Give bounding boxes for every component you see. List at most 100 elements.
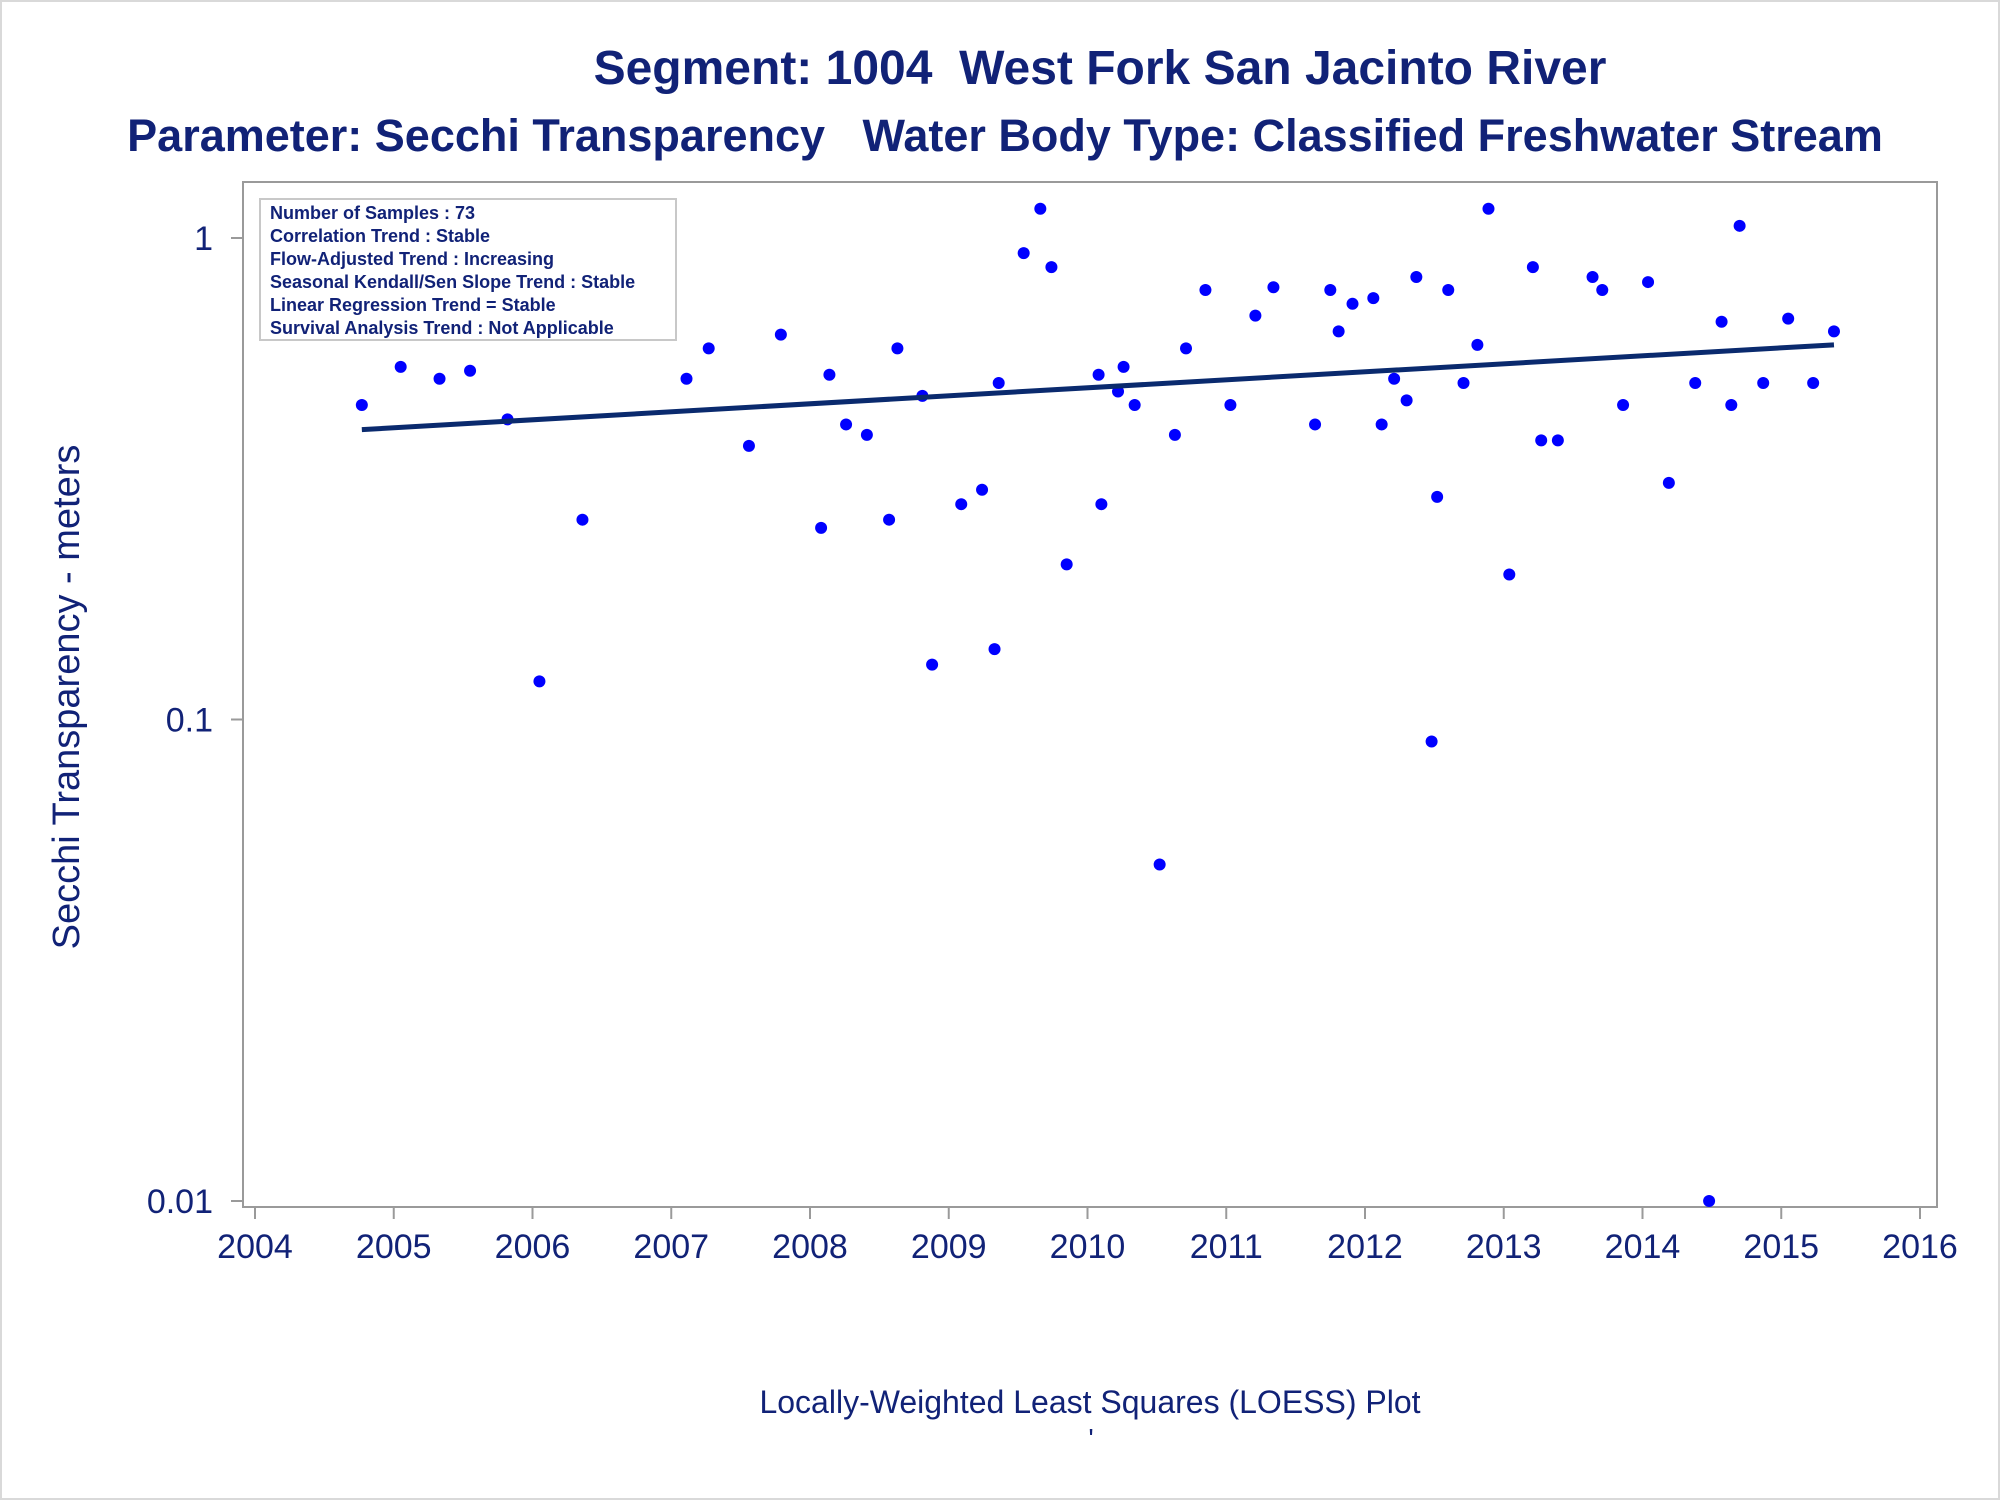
data-point: [1471, 338, 1484, 351]
x-tick-label: 2006: [495, 1228, 571, 1266]
data-point: [1442, 283, 1455, 296]
stats-legend-line: Number of Samples : 73: [270, 203, 475, 223]
data-point: [1249, 309, 1262, 322]
data-point: [1045, 261, 1058, 274]
footnote-mark: ': [1088, 1423, 1093, 1454]
data-point: [860, 428, 873, 441]
data-point: [815, 521, 828, 534]
data-point: [394, 360, 407, 373]
data-point: [1827, 325, 1840, 338]
plot-area: [242, 181, 1938, 1208]
data-point: [976, 483, 989, 496]
data-point: [1309, 418, 1322, 431]
stats-legend-line: Seasonal Kendall/Sen Slope Trend : Stabl…: [270, 272, 635, 292]
data-point: [1095, 498, 1108, 511]
data-point: [926, 658, 939, 671]
x-tick-label: 2010: [1050, 1228, 1126, 1266]
data-point: [1715, 315, 1728, 328]
x-tick-label: 2013: [1466, 1228, 1542, 1266]
x-tick-label: 2016: [1882, 1228, 1958, 1266]
data-point: [891, 342, 904, 355]
x-tick-label: 2012: [1327, 1228, 1403, 1266]
data-point: [1642, 276, 1655, 289]
stats-legend-line: Flow-Adjusted Trend : Increasing: [270, 249, 554, 269]
loess-trend-line: [361, 342, 1835, 433]
x-tick-label: 2007: [633, 1228, 709, 1266]
data-point: [1060, 558, 1073, 571]
chart-title: Segment: 1004 West Fork San Jacinto Rive…: [594, 42, 1607, 95]
y-axis: 1 0.1 0.01: [147, 220, 243, 1221]
data-point: [1267, 281, 1280, 294]
data-point: [1180, 342, 1193, 355]
data-point: [1324, 283, 1337, 296]
x-tick-label: 2004: [217, 1228, 293, 1266]
data-point: [988, 643, 1001, 656]
data-point: [1782, 312, 1795, 325]
data-point: [1199, 283, 1212, 296]
data-point: [702, 342, 715, 355]
data-point: [955, 498, 968, 511]
data-point: [1367, 292, 1380, 305]
data-point: [1662, 476, 1675, 489]
data-point: [1503, 568, 1516, 581]
y-axis-label: Secchi Transparency - meters: [46, 445, 88, 950]
data-point: [1586, 270, 1599, 283]
data-point: [1400, 394, 1413, 407]
data-point: [774, 328, 787, 341]
stats-legend-line: Survival Analysis Trend : Not Applicable: [270, 318, 614, 338]
x-tick-label: 2009: [911, 1228, 987, 1266]
data-point: [1346, 297, 1359, 310]
data-point: [1725, 398, 1738, 411]
data-point: [1117, 360, 1130, 373]
data-point: [433, 372, 446, 385]
data-point: [1535, 434, 1548, 447]
data-point: [1431, 490, 1444, 503]
x-axis: 2004 2005 2006 2007 2008 2009 2010 2011 2012 2013…: [217, 1207, 1958, 1266]
data-point: [1526, 261, 1539, 274]
x-tick-label: 2005: [356, 1228, 432, 1266]
data-point: [1332, 325, 1345, 338]
data-point: [1410, 270, 1423, 283]
data-point: [823, 368, 836, 381]
data-point: [1551, 434, 1564, 447]
y-tick-label: 0.01: [147, 1183, 213, 1221]
stats-legend: Number of Samples : 73 Correlation Trend …: [259, 198, 677, 341]
data-point: [742, 439, 755, 452]
data-point: [1703, 1195, 1716, 1207]
data-point: [1034, 202, 1047, 215]
data-point: [1128, 398, 1141, 411]
stats-legend-box: [259, 198, 677, 341]
data-point: [1017, 247, 1030, 260]
x-axis-label: Locally-Weighted Least Squares (LOESS) P…: [759, 1384, 1420, 1420]
y-tick-label: 1: [194, 220, 213, 258]
stats-legend-line: Correlation Trend : Stable: [270, 226, 490, 246]
data-point: [1388, 372, 1401, 385]
data-point: [1757, 376, 1770, 389]
x-tick-label: 2015: [1743, 1228, 1819, 1266]
data-point: [1596, 283, 1609, 296]
stats-legend-line: Linear Regression Trend = Stable: [270, 295, 556, 315]
data-point: [464, 364, 477, 377]
data-point: [680, 372, 693, 385]
x-tick-label: 2011: [1190, 1228, 1263, 1266]
data-point: [1807, 376, 1820, 389]
data-point: [1457, 376, 1470, 389]
series-layer: [355, 202, 1840, 1207]
data-point: [883, 513, 896, 526]
data-point: [1168, 428, 1181, 441]
y-tick-label: 0.1: [166, 702, 213, 740]
data-point: [1482, 202, 1495, 215]
data-point: [992, 376, 1005, 389]
x-tick-label: 2008: [772, 1228, 848, 1266]
data-point: [1425, 735, 1438, 748]
data-point: [1224, 398, 1237, 411]
data-point: [576, 513, 589, 526]
data-point: [1092, 368, 1105, 381]
data-point: [355, 398, 368, 411]
x-tick-label: 2014: [1605, 1228, 1681, 1266]
data-point: [1689, 376, 1702, 389]
data-point: [1733, 219, 1746, 232]
data-point: [1375, 418, 1388, 431]
